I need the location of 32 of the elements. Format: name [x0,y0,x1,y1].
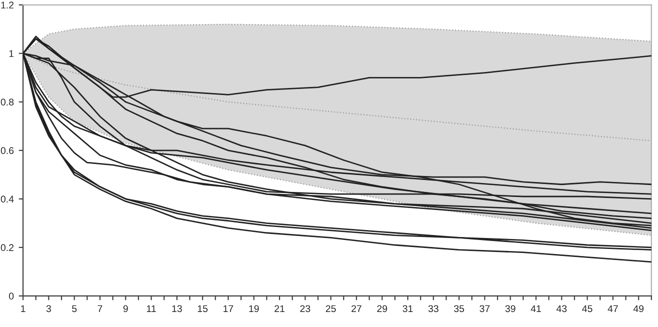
x-tick-label: 43 [556,305,567,312]
x-tick-label: 25 [326,305,336,312]
x-tick-label: 47 [608,305,618,312]
x-tick-label: 17 [224,305,234,312]
x-tick-label: 19 [249,305,259,312]
y-tick-label: 1.2 [1,2,14,8]
y-tick-label: 0.4 [0,196,14,203]
y-tick-label: 0.6 [0,147,14,154]
x-tick-label: 41 [530,305,541,312]
x-tick-label: 39 [505,305,516,312]
x-tick-label: 7 [98,305,102,312]
x-tick-label: 13 [172,305,182,312]
y-tick-label: 1 [9,50,14,57]
x-tick-label: 49 [633,305,644,312]
x-tick-label: 21 [274,305,284,312]
x-tick-label: 29 [377,305,388,312]
x-tick-label: 27 [352,305,362,312]
x-tick-label: 35 [454,305,464,312]
x-tick-label: 5 [72,305,77,312]
x-tick-label: 11 [146,305,156,312]
x-tick-label: 33 [428,305,438,312]
x-tick-label: 23 [300,305,310,312]
x-tick-label: 45 [582,305,592,312]
y-tick-label: 0.2 [0,244,14,252]
x-tick-label: 1 [21,305,26,312]
x-tick-label: 15 [198,305,208,312]
x-tick-label: 9 [123,305,128,312]
x-tick-label: 3 [46,305,51,312]
x-tick-label: 37 [480,305,490,312]
y-tick-label: 0.8 [0,98,14,106]
x-tick-label: 31 [402,305,413,312]
y-tick-label: 0 [8,292,14,300]
